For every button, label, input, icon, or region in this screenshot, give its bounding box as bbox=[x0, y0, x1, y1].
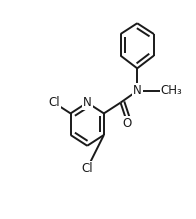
Text: Cl: Cl bbox=[48, 96, 60, 109]
Text: CH₃: CH₃ bbox=[161, 84, 182, 97]
Text: Cl: Cl bbox=[81, 162, 93, 175]
Text: N: N bbox=[83, 96, 92, 109]
Text: N: N bbox=[133, 84, 142, 97]
Text: O: O bbox=[123, 117, 132, 130]
